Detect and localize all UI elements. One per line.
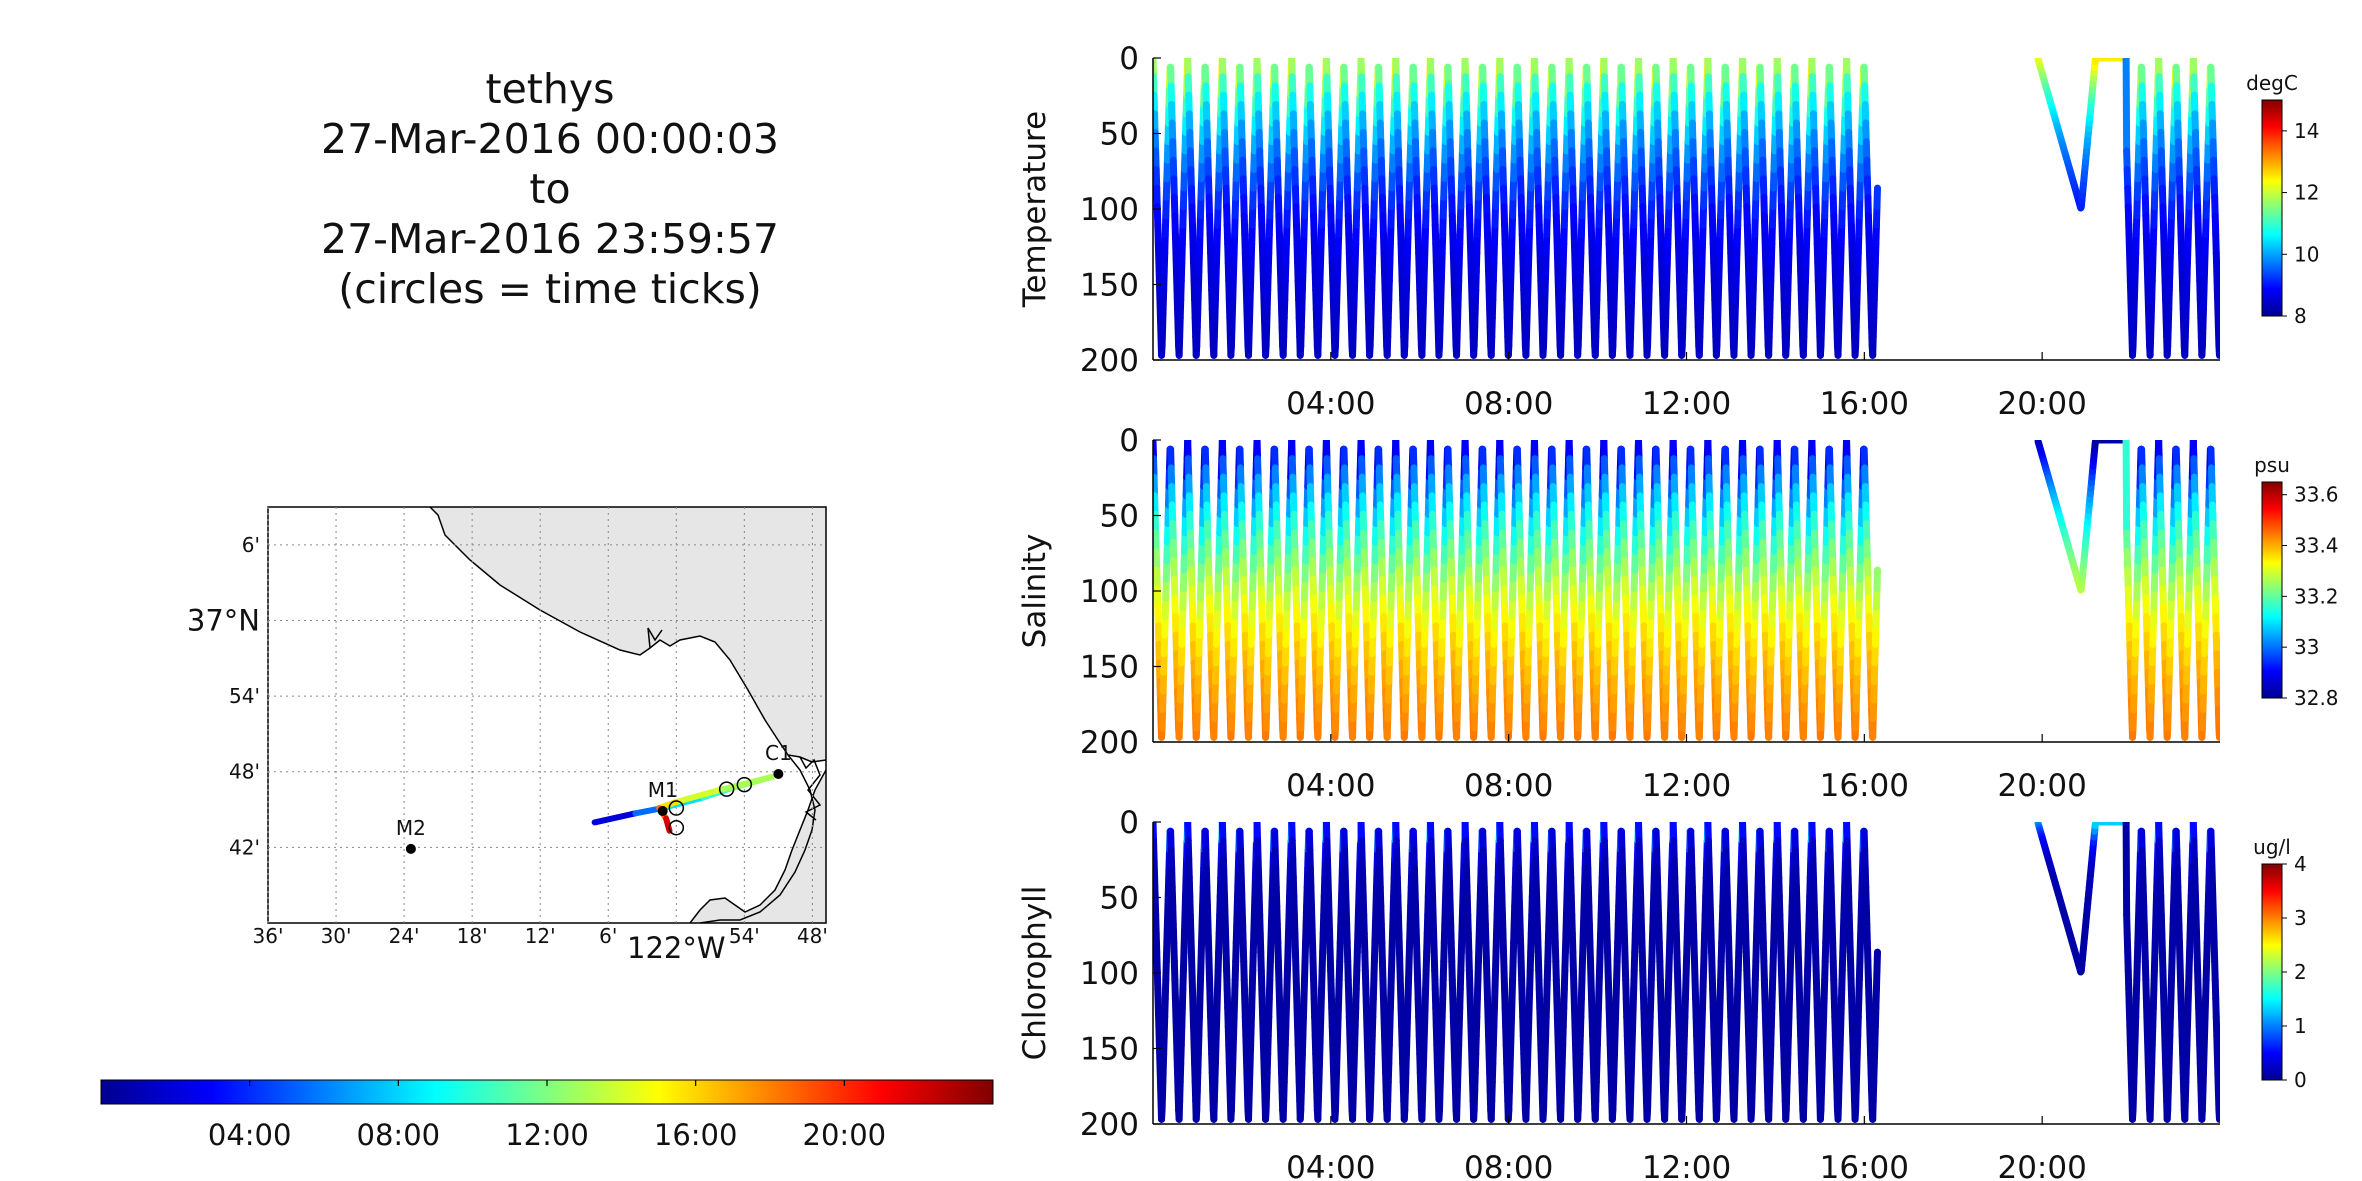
mooring-label: M1: [648, 778, 678, 802]
map-lat-tick-label: 42': [229, 835, 260, 859]
x-tick-label: 20:00: [1997, 386, 2086, 422]
x-tick-label: 12:00: [1642, 768, 1731, 804]
mooring-marker: [773, 768, 784, 779]
vehicle-name: tethys: [485, 65, 615, 113]
track-segment: [714, 774, 775, 794]
map-lat-tick-label: 48': [229, 760, 260, 784]
colorbar-tick-label: 12: [2294, 181, 2319, 205]
map-lon-tick-label: 54': [729, 924, 760, 948]
colorbar-tick-label: 33: [2294, 635, 2319, 659]
track-segment: [673, 787, 721, 805]
map-lon-tick-label: 18': [457, 924, 488, 948]
map-lat-tick-label: 6': [242, 533, 260, 557]
time-tick-circle: [668, 800, 685, 816]
map-lon-tick-label: 12': [525, 924, 556, 948]
colorbar-tick-label: 14: [2294, 119, 2319, 143]
x-tick-label: 08:00: [1464, 386, 1553, 422]
colorbar-unit: degC: [2246, 71, 2298, 95]
time-tick-circles: [668, 776, 753, 836]
profile-segment: [2215, 724, 2220, 741]
end-time: 27-Mar-2016 23:59:57: [320, 215, 779, 263]
profile-segment: [2215, 342, 2220, 359]
x-tick-label: 16:00: [1820, 768, 1909, 804]
x-tick-label: 16:00: [1820, 386, 1909, 422]
start-time: 27-Mar-2016 00:00:03: [320, 115, 779, 163]
y-tick-label: 0: [1119, 423, 1139, 459]
map-lon-tick-label: 122°W: [627, 931, 726, 965]
x-tick-label: 20:00: [1997, 768, 2086, 804]
time-colorbar-tick-label: 20:00: [803, 1118, 887, 1152]
profile-segment: [1873, 566, 1881, 593]
temperature-panel: 0 50 100 150 200 04:00 08:00 12:00 16:00 20:00 Tem…: [1017, 41, 2319, 422]
y-tick-label: 0: [1119, 41, 1139, 77]
track-segment: [591, 810, 639, 826]
profile-segment: [1873, 948, 1881, 975]
colorbar-gradient: [2261, 99, 2283, 317]
colorbar-tick-label: 33.4: [2294, 534, 2339, 558]
mooring-label: M2: [396, 816, 426, 840]
colorbar-tick-label: 8: [2294, 304, 2307, 328]
time-ticks-note: (circles = time ticks): [338, 265, 762, 313]
bay-shore: [699, 754, 816, 923]
map-lat-tick-label: 54': [229, 684, 260, 708]
y-tick-label: 50: [1100, 499, 1139, 535]
profile-trace: [1153, 58, 2220, 359]
map-lon-tick-label: 48': [797, 924, 828, 948]
colorbar-unit: psu: [2254, 453, 2290, 477]
y-tick-label: 100: [1080, 192, 1139, 228]
time-tick-circle: [668, 819, 685, 836]
inlet-2: [799, 756, 822, 821]
time-colorbar-tick-label: 08:00: [357, 1118, 441, 1152]
moorings: M1 M2 C1: [396, 741, 792, 854]
colorbar-tick-label: 32.8: [2294, 686, 2339, 710]
y-tick-label: 150: [1080, 268, 1139, 304]
mooring-marker: [657, 806, 668, 817]
salinity-panel: 0 50 100 150 200 04:00 08:00 12:00 16:00 20:00 Sal…: [1017, 423, 2339, 804]
map-lon-tick-label: 6': [599, 924, 617, 948]
map-lat-tick-label: 37°N: [187, 603, 260, 637]
map-lon-tick-label: 30': [321, 924, 352, 948]
profile-segment: [2122, 440, 2131, 537]
profile-trace: [1153, 440, 2220, 741]
time-tick-circle: [736, 776, 753, 793]
colorbar-tick-label: 33.6: [2294, 483, 2339, 507]
x-tick-label: 08:00: [1464, 768, 1553, 804]
to-label: to: [529, 165, 571, 213]
map-lon-tick-label: 36': [253, 924, 284, 948]
x-tick-label: 04:00: [1286, 768, 1375, 804]
mooring-label: C1: [765, 741, 792, 765]
time-colorbar-tick-label: 12:00: [505, 1118, 589, 1152]
x-tick-label: 12:00: [1642, 386, 1731, 422]
map-lon-ticks: 36' 30' 24' 18' 12' 6' 122°W 54' 48': [253, 924, 828, 965]
map-lat-ticks: 6' 37°N 54' 48' 42': [187, 533, 260, 860]
y-axis-label: Salinity: [1017, 534, 1053, 649]
x-tick-label: 04:00: [1286, 386, 1375, 422]
time-colorbar-tick-label: 16:00: [654, 1118, 738, 1152]
map-lon-tick-label: 24': [389, 924, 420, 948]
profile-segment: [2122, 58, 2131, 155]
colorbar-tick-label: 10: [2294, 242, 2319, 266]
land-area: [428, 507, 826, 923]
y-tick-label: 200: [1080, 343, 1139, 379]
coastline-south: [689, 769, 826, 923]
y-tick-label: 200: [1080, 725, 1139, 761]
time-colorbar-tick-label: 04:00: [208, 1118, 292, 1152]
y-tick-label: 50: [1100, 117, 1139, 153]
y-axis-label: Temperature: [1017, 111, 1053, 308]
time-colorbar: 04:00 08:00 12:00 16:00 20:00: [100, 1079, 994, 1152]
y-tick-label: 100: [1080, 574, 1139, 610]
colorbar-gradient: [2261, 481, 2283, 699]
profile-segment: [1873, 184, 1881, 211]
colorbar-tick-label: 33.2: [2294, 584, 2339, 608]
inlet-1: [647, 627, 663, 649]
profile-trace: [1153, 822, 2220, 1123]
map-panel: M1 M2 C1 6' 37°N 54' 48' 42' 36' 30' 24' 18' 12' 6'…: [187, 506, 828, 965]
mooring-marker: [405, 843, 416, 854]
time-colorbar-ticks: 04:00 08:00 12:00 16:00 20:00: [208, 1080, 886, 1152]
y-tick-label: 150: [1080, 650, 1139, 686]
title-block: tethys 27-Mar-2016 00:00:03 to 27-Mar-20…: [230, 64, 870, 314]
time-tick-circle: [718, 781, 735, 797]
